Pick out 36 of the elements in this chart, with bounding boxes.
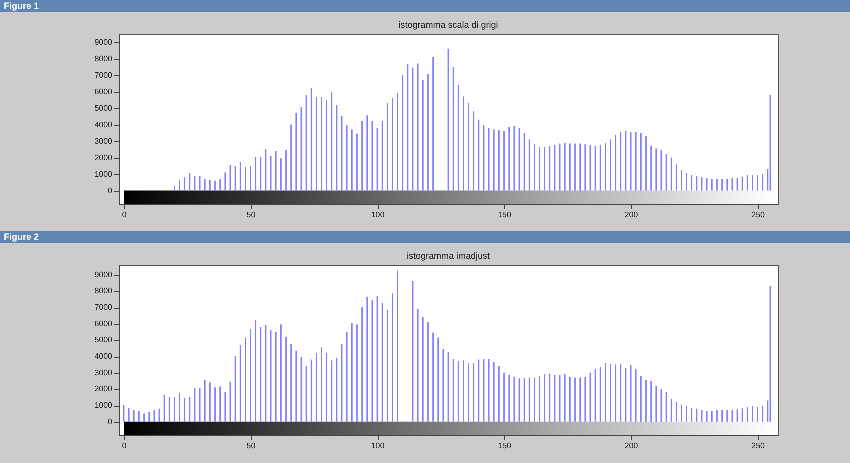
x-tick-label: 100 <box>371 442 386 450</box>
y-tick-label: 1000 <box>94 401 114 410</box>
y-tick-label: 8000 <box>94 286 114 296</box>
y-tick-label: 6000 <box>94 319 114 328</box>
x-tick-label: 150 <box>498 442 512 450</box>
x-tick-label: 150 <box>498 210 512 220</box>
x-tick-label: 50 <box>246 210 256 220</box>
y-tick-label: 9000 <box>94 270 114 280</box>
y-tick-label: 0 <box>108 417 114 426</box>
y-tick-label: 5000 <box>94 104 114 113</box>
y-tick-label: 4000 <box>94 120 114 130</box>
y-tick-label: 5000 <box>94 336 114 345</box>
y-tick-label: 3000 <box>94 136 114 146</box>
x-tick-label: 0 <box>122 210 128 220</box>
x-tick-label: 100 <box>371 210 386 220</box>
y-tick-label: 8000 <box>94 54 114 64</box>
y-tick-label: 6000 <box>94 87 114 96</box>
caption: Figure 2 <box>0 231 850 243</box>
y-tick-label: 7000 <box>94 70 114 80</box>
chart-title: istogramma scala di grigi <box>398 20 498 30</box>
x-tick-label: 50 <box>246 442 256 450</box>
y-tick-label: 4000 <box>94 352 114 362</box>
y-tick-label: 2000 <box>94 153 114 162</box>
y-tick-label: 9000 <box>94 38 114 47</box>
y-tick-label: 0 <box>108 186 114 196</box>
y-tick-label: 1000 <box>94 170 114 179</box>
x-tick-label: 250 <box>752 442 766 450</box>
y-tick-label: 3000 <box>94 368 114 378</box>
x-tick-label: 200 <box>624 442 639 450</box>
x-tick-label: 0 <box>122 442 128 450</box>
y-tick-label: 2000 <box>94 384 114 394</box>
x-tick-label: 250 <box>752 210 766 220</box>
x-tick-label: 200 <box>624 210 639 220</box>
caption: Figure 1 <box>0 0 850 12</box>
chart-title: istogramma imadjust <box>406 251 491 261</box>
y-tick-label: 7000 <box>94 303 114 312</box>
